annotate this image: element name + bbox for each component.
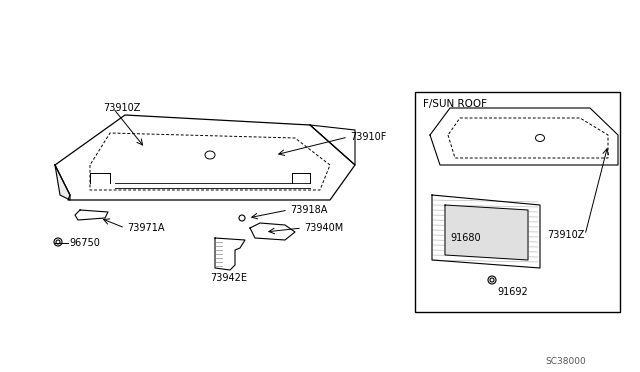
Text: 73971A: 73971A (127, 223, 164, 233)
Bar (415, 92, 620, 312)
Text: 73910Z: 73910Z (547, 230, 584, 240)
Text: 73918A: 73918A (290, 205, 328, 215)
Text: 73910Z: 73910Z (103, 103, 140, 113)
Text: 73910F: 73910F (350, 132, 387, 142)
Text: SC38000: SC38000 (545, 357, 586, 366)
Text: 91692: 91692 (497, 287, 528, 297)
Text: 96750: 96750 (69, 238, 100, 248)
Polygon shape (55, 165, 70, 200)
Text: 73940M: 73940M (304, 223, 343, 233)
Text: 91680: 91680 (450, 233, 481, 243)
Polygon shape (445, 205, 528, 260)
Text: F/SUN ROOF: F/SUN ROOF (423, 99, 487, 109)
Text: 73942E: 73942E (210, 273, 247, 283)
